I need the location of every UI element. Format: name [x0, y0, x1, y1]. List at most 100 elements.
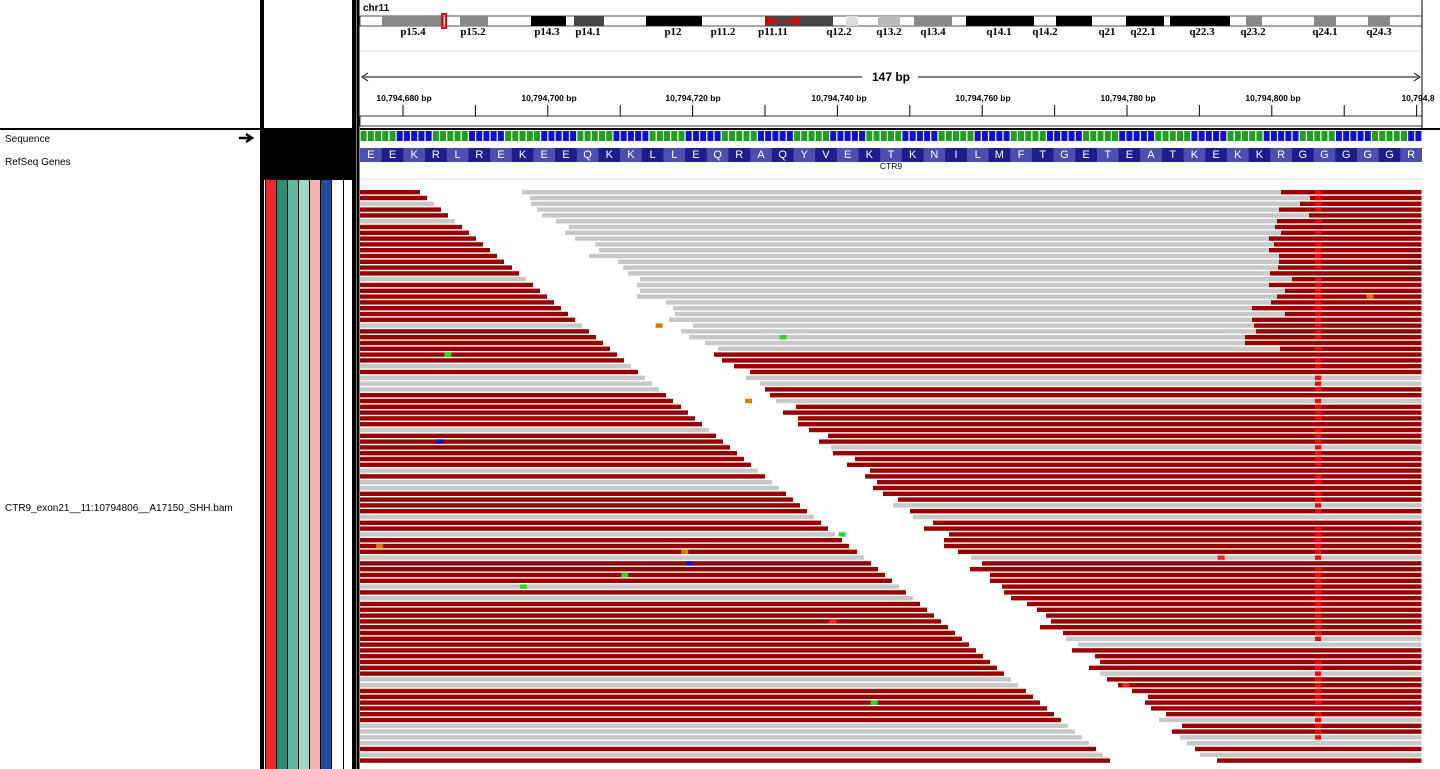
cytoband-label[interactable]: q14.1: [986, 26, 1012, 38]
cytoband-label[interactable]: q13.4: [920, 26, 946, 38]
aligned-read: [855, 456, 1422, 462]
sequence-base: [620, 131, 627, 141]
genome-view[interactable]: [356, 0, 1440, 769]
aligned-read: [1159, 717, 1422, 723]
sequence-base: [432, 131, 439, 141]
aligned-read: [637, 294, 1277, 299]
attribute-separator: [265, 130, 266, 769]
cytoband-label[interactable]: q14.2: [1032, 26, 1058, 38]
cytoband-label[interactable]: q23.2: [1240, 26, 1266, 38]
cytoband-label[interactable]: p14.1: [575, 26, 601, 38]
aligned-read: [1279, 253, 1422, 259]
cytoband-label[interactable]: q24.1: [1312, 26, 1338, 38]
sequence-base: [866, 131, 873, 141]
aligned-read: [847, 462, 1422, 467]
aligned-read: [1256, 329, 1422, 334]
amino-acid: T: [887, 149, 895, 161]
cytoband-label[interactable]: q22.1: [1130, 26, 1156, 38]
attribute-separator: [343, 130, 344, 769]
cytoband-label[interactable]: q13.2: [876, 26, 902, 38]
strand-arrow-icon[interactable]: [238, 132, 256, 144]
mismatch-base: [1122, 683, 1130, 688]
amino-acid: T: [1104, 149, 1112, 161]
aligned-read: [575, 236, 1269, 241]
ruler-tick-label: 10,794,700 bp: [521, 93, 577, 103]
mismatch-column: [1315, 445, 1321, 450]
cytoband-label[interactable]: q24.3: [1366, 26, 1392, 38]
ideogram-band: [1314, 16, 1336, 26]
sequence-base: [1046, 131, 1053, 141]
sequence-base: [685, 131, 692, 141]
aligned-read: [360, 752, 1103, 757]
mismatch-column: [1315, 207, 1321, 212]
sequence-base: [649, 131, 656, 141]
aligned-read: [542, 213, 1309, 218]
mismatch-base: [444, 352, 452, 357]
ruler-tick-label: 10,794,800 bp: [1245, 93, 1301, 103]
refseq-track-label[interactable]: RefSeq Genes: [5, 157, 71, 168]
aligned-read: [360, 213, 448, 218]
cytoband-label[interactable]: q22.3: [1189, 26, 1215, 38]
cytoband-label[interactable]: p15.4: [400, 26, 426, 38]
aligned-read: [666, 300, 1271, 305]
track-name-panel: Sequence RefSeq Genes CTR9_exon21__11:10…: [0, 0, 260, 769]
ideogram-band: [1170, 16, 1230, 26]
aligned-read: [569, 224, 1275, 230]
ruler: [359, 72, 1423, 127]
sequence-base: [721, 131, 728, 141]
aligned-read: [360, 387, 659, 392]
cytoband-label[interactable]: p11.11: [758, 26, 788, 38]
aligned-read: [1148, 694, 1422, 699]
aligned-read: [360, 427, 709, 433]
aligned-read: [809, 427, 1422, 433]
sequence-base: [1176, 131, 1183, 141]
sequence-base: [562, 131, 569, 141]
aligned-read: [360, 416, 695, 421]
cytoband-label[interactable]: q12.2: [826, 26, 852, 38]
sequence-base: [1386, 131, 1393, 141]
aligned-read: [990, 572, 1422, 578]
aligned-read: [1309, 213, 1422, 218]
sequence-base: [389, 131, 396, 141]
chromosome-label[interactable]: chr11: [363, 3, 390, 14]
sequence-base: [1213, 131, 1220, 141]
cytoband-label[interactable]: p14.3: [534, 26, 560, 38]
cytoband-label[interactable]: q21: [1098, 26, 1116, 38]
centromere-left: [765, 16, 783, 26]
aligned-read: [944, 543, 1422, 549]
mismatch-column: [1315, 665, 1321, 670]
sequence-base: [1379, 131, 1386, 141]
codon-shade: [360, 148, 382, 162]
bam-track-label[interactable]: CTR9_exon21__11:10794806__A17150_SHH.bam: [5, 503, 233, 514]
aligned-read: [1004, 590, 1422, 595]
gene-name-label[interactable]: CTR9: [879, 161, 903, 171]
aligned-read: [360, 404, 681, 409]
span-label: 147 bp: [865, 70, 917, 84]
data-panel[interactable]: chr11 p15.4 p15.2 p14.3 p14.1 p12 p11.2 p11.11…: [356, 0, 1440, 769]
sequence-base: [591, 131, 598, 141]
cytoband-label[interactable]: p11.2: [710, 26, 736, 38]
mismatch-column: [1315, 677, 1321, 682]
cytoband-label[interactable]: p12: [664, 26, 682, 38]
sequence-base: [996, 131, 1003, 141]
amino-acid: E: [692, 149, 700, 161]
sequence-base: [974, 131, 981, 141]
attribute-strips[interactable]: [260, 130, 356, 769]
mismatch-column: [1315, 410, 1321, 415]
aligned-read: [360, 248, 490, 253]
cytoband-label[interactable]: p15.2: [460, 26, 486, 38]
aligned-read: [360, 590, 906, 595]
sequence-base: [801, 131, 808, 141]
attribute-strip-4: [310, 180, 321, 769]
sequence-base: [599, 131, 606, 141]
aligned-read: [949, 532, 1422, 537]
aligned-read: [1051, 619, 1422, 624]
aligned-read: [537, 207, 1279, 212]
sequence-base: [1285, 131, 1292, 141]
mismatch-column: [1315, 381, 1321, 386]
aligned-read: [360, 630, 955, 636]
sequence-base: [505, 131, 512, 141]
sequence-track-label[interactable]: Sequence: [5, 134, 51, 145]
sequence-base: [1220, 131, 1227, 141]
aligned-read: [360, 433, 716, 438]
